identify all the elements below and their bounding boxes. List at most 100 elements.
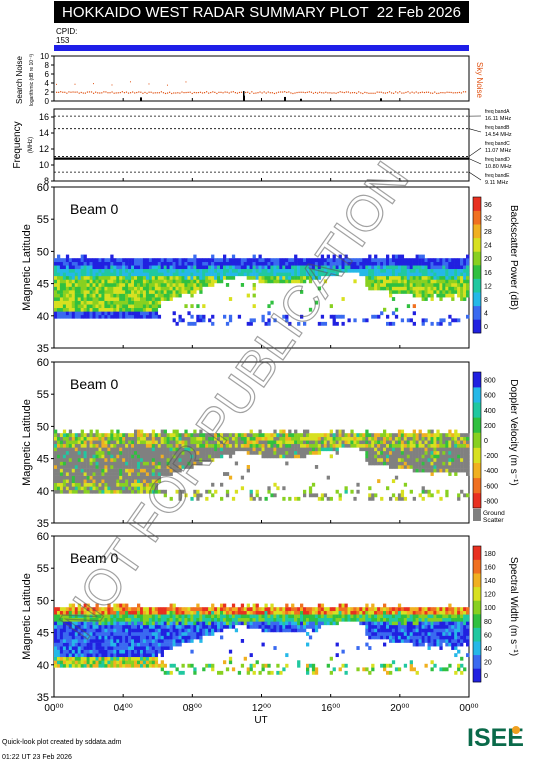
rti-cell — [445, 265, 449, 270]
rti-cell — [314, 265, 319, 270]
rti-cell — [430, 461, 434, 466]
rti-cell — [460, 279, 464, 284]
rti-cell — [356, 482, 360, 487]
rti-cell — [371, 667, 375, 672]
rti-cell — [86, 482, 90, 487]
rti-cell — [140, 433, 144, 438]
rti-cell — [288, 610, 292, 615]
rti-cell — [83, 458, 87, 462]
rti-cell — [386, 258, 390, 263]
sky-noise-point — [380, 91, 382, 93]
rti-cell — [320, 433, 325, 438]
rti-cell — [463, 461, 467, 466]
rti-cell — [140, 639, 144, 643]
rti-cell — [190, 635, 194, 640]
sky-noise-point — [399, 91, 401, 93]
rti-cell — [157, 628, 162, 633]
rti-cell — [196, 283, 200, 287]
rti-cell — [128, 258, 132, 263]
rti-cell — [142, 293, 147, 298]
rti-cell — [71, 468, 76, 473]
rti-cell — [377, 624, 381, 629]
rti-cell — [134, 461, 138, 466]
rti-cell — [92, 607, 96, 612]
rti-cell — [178, 436, 182, 441]
rti-cell — [421, 279, 425, 284]
rti-cell — [329, 607, 333, 612]
rti-cell — [223, 450, 227, 455]
rti-cell — [157, 624, 162, 629]
rti-cell — [415, 670, 419, 675]
rti-cell — [178, 290, 182, 294]
rti-cell — [62, 272, 67, 277]
rti-cell — [151, 663, 156, 668]
rti-cell — [451, 258, 455, 263]
rti-cell — [54, 290, 58, 294]
rti-cell — [110, 465, 114, 469]
rti-cell — [145, 656, 150, 661]
rti-cell — [323, 617, 328, 622]
rti-cell — [71, 297, 76, 301]
sky-noise-point — [245, 91, 247, 94]
rti-cell — [374, 614, 378, 619]
rti-cell — [89, 268, 93, 273]
rti-cell — [457, 443, 461, 448]
rti-cell — [163, 440, 167, 445]
rti-cell — [190, 272, 194, 277]
rti-cell — [234, 489, 239, 494]
rti-cell — [383, 632, 387, 636]
rti-cell — [380, 628, 384, 633]
rti-cell — [436, 275, 440, 280]
rti-cell — [98, 646, 102, 650]
rti-cell — [323, 493, 328, 498]
rti-cell — [276, 614, 280, 619]
rti-cell — [74, 293, 79, 298]
rti-cell — [57, 465, 61, 469]
rti-cell — [427, 450, 431, 455]
rti-cell — [285, 436, 289, 441]
rti-cell — [300, 275, 304, 280]
rti-cell — [92, 311, 96, 316]
rti-cell — [439, 450, 443, 455]
rti-cell — [131, 433, 135, 438]
rti-cell — [80, 286, 84, 291]
rti-cell — [332, 318, 336, 323]
rti-cell — [424, 318, 428, 323]
rti-cell — [261, 261, 265, 266]
rti-cell — [59, 646, 64, 650]
rti-cell — [442, 275, 446, 280]
rti-cell — [415, 254, 419, 259]
rti-cell — [273, 436, 277, 441]
rti-cell — [297, 268, 301, 273]
rti-cell — [308, 436, 313, 441]
rti-cell — [276, 670, 280, 675]
rti-cell — [151, 454, 156, 459]
rti-cell — [279, 268, 283, 273]
rti-cell — [442, 454, 446, 459]
rti-cell — [80, 649, 84, 654]
rti-cell — [187, 610, 191, 615]
rti-cell — [54, 272, 58, 277]
rti-cell — [169, 293, 173, 298]
rti-cell — [314, 433, 319, 438]
rti-cell — [300, 607, 304, 612]
rti-cell — [54, 447, 58, 452]
rti-cell — [391, 493, 396, 498]
sky-noise-point — [442, 92, 444, 94]
sky-noise-point — [105, 91, 107, 93]
rti-cell — [380, 496, 384, 501]
rti-cell — [65, 461, 70, 466]
rti-cell — [335, 642, 339, 647]
rti-cell — [68, 436, 73, 441]
rti-cell — [163, 624, 167, 629]
rti-cell — [62, 632, 67, 636]
rti-cell — [394, 314, 399, 319]
rti-cell — [137, 283, 141, 287]
rti-cell — [125, 635, 129, 640]
rti-cell — [89, 429, 93, 434]
rti-cell — [71, 472, 76, 476]
rti-cell — [377, 314, 381, 319]
rti-cell — [383, 261, 387, 266]
rti-cell — [95, 475, 99, 480]
